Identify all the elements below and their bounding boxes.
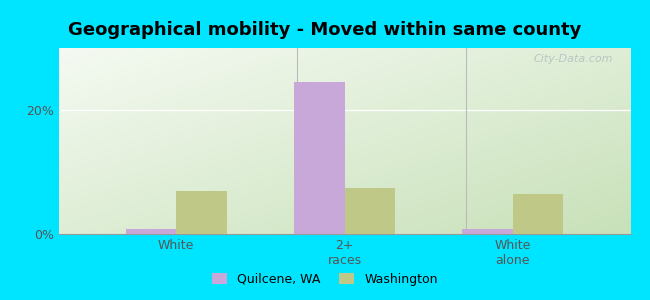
Bar bbox=[176, 190, 227, 234]
Bar bbox=[513, 194, 563, 234]
Bar bbox=[294, 82, 344, 234]
Bar bbox=[462, 229, 513, 234]
Text: Geographical mobility - Moved within same county: Geographical mobility - Moved within sam… bbox=[68, 21, 582, 39]
Bar bbox=[126, 229, 176, 234]
Bar bbox=[344, 188, 395, 234]
Legend: Quilcene, WA, Washington: Quilcene, WA, Washington bbox=[207, 268, 443, 291]
Text: City-Data.com: City-Data.com bbox=[534, 54, 614, 64]
